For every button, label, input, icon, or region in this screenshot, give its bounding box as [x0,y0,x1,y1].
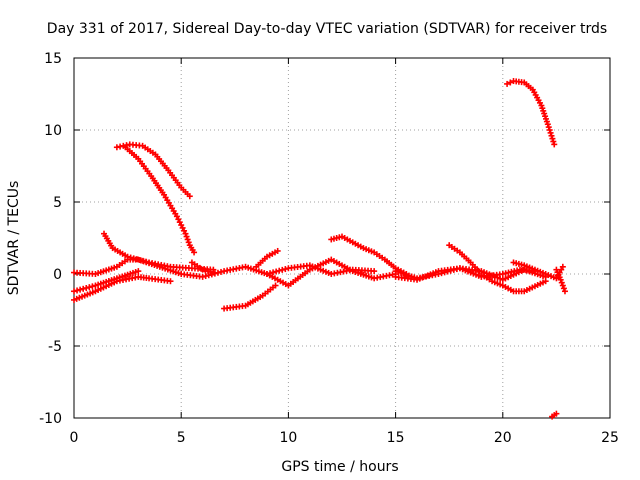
series-track-14 [446,242,549,295]
data-point [191,249,198,256]
tick-labels: 0 5 10 15 20 25 -10 -5 0 5 10 15 [39,51,619,446]
x-tick-label: 5 [177,430,186,446]
data-point [183,233,190,240]
data-point [450,266,457,273]
y-tick-label: -10 [39,411,62,427]
x-tick-label: 20 [494,430,512,446]
data-point [549,135,556,142]
data-point [453,266,460,273]
data-point [438,270,445,277]
grid-lines [74,58,610,418]
data-point [276,267,283,274]
data-point [218,268,225,275]
data-point [184,236,191,243]
data-point [135,268,142,275]
series-track-1 [113,141,193,200]
data-point [371,268,378,275]
data-point [441,269,448,276]
data-point [167,278,174,285]
series-track-17 [504,78,558,148]
data-point [444,268,451,275]
data-point [279,266,286,273]
data-point [211,270,218,277]
data-point [544,121,551,128]
y-tick-label: 10 [44,123,62,139]
data-point [435,271,442,277]
data-point [557,276,564,283]
data-point [550,138,557,145]
data-point [559,282,566,289]
data-point [199,273,206,280]
data-point [83,284,90,291]
data-point [274,247,281,254]
data-point [560,285,567,292]
series-track-10 [263,256,399,289]
data-point [205,272,212,279]
y-tick-label: 15 [44,51,62,67]
data-point [86,284,93,291]
data-point [561,288,568,295]
series-track-18 [549,410,560,420]
data-point [447,267,454,274]
data-point [185,239,192,246]
plot-frame [73,57,611,419]
data-point [273,268,280,275]
data-point [214,269,221,276]
data-point [208,271,215,278]
data-point [559,263,566,270]
data-point [89,283,96,290]
data-point [186,193,193,200]
data-point [272,282,279,289]
x-tick-label: 25 [601,430,619,446]
series-track-8 [221,282,279,312]
y-tick-label: -5 [48,339,62,355]
y-tick-label: 0 [53,267,62,283]
data-point [282,266,289,273]
data-point [545,124,552,131]
data-point [80,285,87,292]
y-tick-label: 5 [53,195,62,211]
data-point [542,278,549,285]
series-track-16 [553,266,568,295]
data-point [71,288,77,295]
data-point [548,132,555,139]
data-point [546,127,553,133]
data-point [77,286,84,293]
data-point [504,80,511,87]
chart-title: Day 331 of 2017, Sidereal Day-to-day VTE… [47,21,607,37]
data-point [210,266,217,273]
data-point [547,129,554,136]
data-point [558,279,565,286]
x-tick-label: 15 [387,430,405,446]
series-track-9 [253,247,281,270]
data-point [551,141,558,148]
data-point [74,287,81,294]
data-point [202,273,209,280]
data-points [71,78,568,420]
y-axis-label: SDTVAR / TECUs [6,181,22,296]
series-track-7 [71,268,142,295]
data-point [553,410,560,417]
x-tick-label: 10 [279,430,297,446]
data-point [507,79,514,86]
x-tick-label: 0 [70,430,79,446]
series-track-2 [122,144,198,256]
axis-ticks [73,57,611,419]
series-track-13 [392,265,549,283]
x-axis-label: GPS time / hours [281,459,398,475]
data-point [182,230,189,237]
series-track-15 [510,259,566,282]
